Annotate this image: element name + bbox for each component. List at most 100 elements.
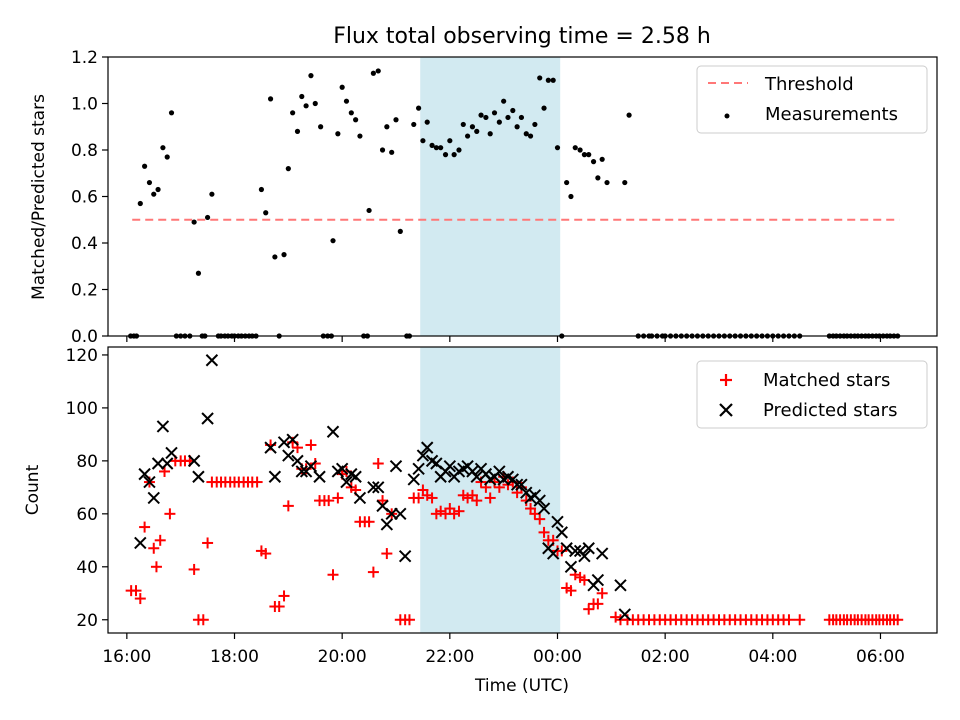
matched-star-point-8 [159,465,171,477]
measurement-point-62 [379,147,386,153]
predicted-star-point-21 [313,470,326,483]
predicted-star-point-68 [546,547,560,560]
bottom-y-tick-label-3: 80 [76,452,98,472]
measurement-point-101 [554,145,561,151]
matched-star-point-28 [251,476,263,488]
matched-star-point-72 [453,505,465,517]
matched-star-point-101 [583,603,595,615]
predicted-star-point-40 [421,441,434,454]
figure-title: Flux total observing time = 2.58 h [333,24,711,49]
measurement-point-113 [622,179,628,186]
measurement-point-81 [464,133,471,139]
predicted-star-point-12 [264,441,277,454]
predicted-star-point-71 [560,542,573,555]
predicted-star-point-20 [304,459,318,473]
predicted-star-point-6 [161,457,174,470]
matched-star-point-66 [426,492,438,504]
measurement-point-63 [384,124,390,130]
legend-predicted-label: Predicted stars [763,400,897,421]
predicted-star-point-32 [380,518,394,531]
matched-star-point-103 [592,598,604,610]
matched-star-point-97 [565,585,577,597]
measurement-point-40 [290,110,296,116]
measurement-point-108 [586,152,592,158]
top-x-ticks [126,336,882,342]
matched-star-point-68 [435,505,447,517]
measurement-point-109 [590,159,597,165]
matched-star-point-1 [130,585,142,597]
matched-star-point-61 [403,614,415,626]
measurement-point-106 [577,147,583,153]
measurement-point-53 [343,98,350,104]
measurement-point-38 [281,252,287,258]
matched-star-point-53 [363,516,375,528]
predicted-stars-points [134,354,631,621]
top-y-tick-label-2: 0.4 [71,234,98,254]
matched-star-point-6 [150,561,162,573]
matched-star-point-17 [202,537,214,549]
matched-star-point-104 [596,587,608,599]
predicted-star-point-7 [165,446,178,460]
matched-star-point-71 [448,508,460,520]
measurement-point-98 [541,105,547,111]
measurement-point-103 [564,179,570,186]
measurement-point-56 [357,133,363,139]
predicted-star-point-65 [533,494,546,507]
measurement-point-52 [339,84,345,90]
measurement-point-44 [308,73,314,79]
top-y-tick-label-3: 0.6 [71,188,98,208]
measurement-point-7 [155,186,161,193]
measurement-point-94 [523,131,529,137]
matched-star-point-65 [421,489,433,501]
predicted-star-point-79 [595,547,609,560]
measurement-point-71 [420,138,426,144]
predicted-star-point-28 [353,491,367,505]
predicted-star-point-36 [398,549,412,563]
predicted-star-point-0 [134,536,147,550]
matched-star-point-44 [323,495,335,507]
measurement-point-96 [532,121,538,128]
predicted-star-point-56 [493,465,506,478]
matched-star-point-2 [134,593,146,605]
measurement-point-78 [451,152,457,158]
bottom-x-tick-label-4: 00:00 [533,647,582,667]
matched-star-point-90 [534,513,546,525]
predicted-star-point-81 [618,608,631,621]
measurement-point-42 [299,93,305,100]
measurement-point-76 [442,152,449,158]
legend-threshold-label: Threshold [764,74,854,95]
matched-star-point-56 [377,495,389,507]
legend-matched-swatch [720,374,732,386]
measurement-point-55 [353,117,359,123]
measurement-point-90 [505,114,511,121]
matched-star-point-79 [484,492,496,504]
predicted-star-point-70 [555,526,569,539]
predicted-star-point-27 [349,470,362,483]
matched-star-point-9 [164,508,176,520]
bottom-x-tick-label-0: 16:00 [102,647,151,667]
top-y-tick-label-4: 0.8 [71,141,98,161]
bottom-y-ticks: 20 40 60 80 100 120 [66,346,108,631]
top-legend: Threshold Measurements [696,65,928,134]
top-panel: 0.0 0.2 0.4 0.6 0.8 1.0 1.2 Matched/Predicted … [29,48,938,347]
predicted-star-point-29 [367,481,380,494]
measurement-point-15 [191,219,197,225]
predicted-star-point-72 [564,560,578,574]
predicted-star-point-80 [614,579,627,592]
matched-star-point-80 [489,476,501,488]
matched-star-point-30 [260,548,272,560]
matched-star-point-45 [327,569,339,581]
top-y-tick-label-6: 1.2 [71,48,98,68]
measurement-point-105 [572,145,578,151]
measurement-point-110 [595,175,601,181]
legend-measurements-swatch [724,113,730,119]
measurement-point-86 [487,131,493,137]
matched-star-point-33 [273,601,285,613]
bottom-y-tick-label-5: 120 [66,346,98,366]
matched-star-point-5 [148,542,160,554]
matched-star-point-63 [413,492,425,504]
measurement-point-85 [483,114,489,121]
measurement-point-74 [433,145,439,151]
predicted-star-point-18 [295,465,308,478]
